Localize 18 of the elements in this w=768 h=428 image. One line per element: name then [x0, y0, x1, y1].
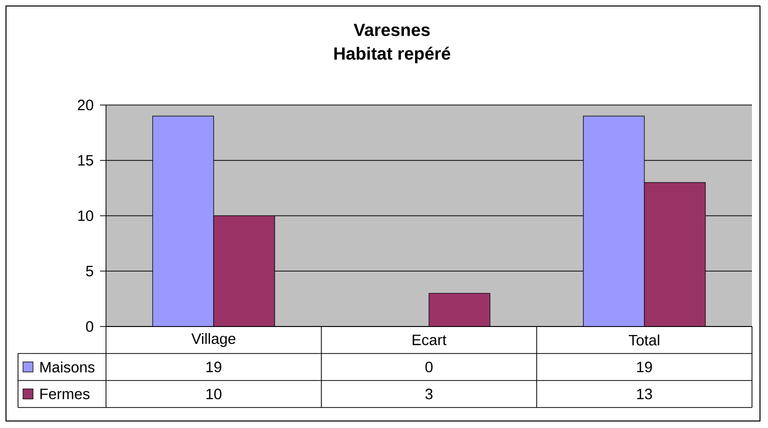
- y-tick-label: 10: [78, 210, 94, 222]
- chart-subtitle: Habitat repéré: [334, 46, 450, 64]
- data-label: 19: [206, 362, 222, 372]
- legend-label: Maisons: [40, 361, 95, 372]
- data-label: 10: [206, 388, 222, 400]
- data-label: 19: [637, 362, 652, 372]
- data-label: 3: [425, 388, 433, 400]
- chart-title: Varesnes: [354, 24, 430, 36]
- y-tick-label: 5: [86, 266, 94, 276]
- y-tick-label: 20: [78, 100, 94, 110]
- legend-label: Fermes: [40, 388, 90, 400]
- x-tick-label: Total: [628, 334, 660, 346]
- data-label: 0: [425, 362, 433, 372]
- data-label: 13: [637, 388, 652, 400]
- y-tick-label: 15: [78, 155, 94, 166]
- x-tick-label: Village: [191, 332, 236, 347]
- y-tick-label: 0: [86, 321, 94, 332]
- x-tick-label: Ecart: [412, 334, 446, 346]
